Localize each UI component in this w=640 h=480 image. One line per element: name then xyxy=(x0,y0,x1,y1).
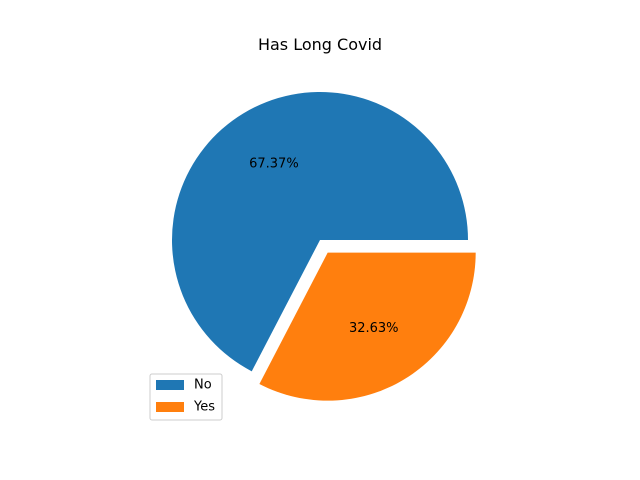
pct-label-no: 67.37% xyxy=(249,157,299,172)
pct-label-yes: 32.63% xyxy=(349,321,399,336)
pie-percent-labels: 67.37% 32.63% xyxy=(249,157,398,336)
chart-title: Has Long Covid xyxy=(258,35,382,54)
legend-swatch-yes xyxy=(156,402,184,412)
legend-label-yes: Yes xyxy=(193,400,215,415)
legend-label-no: No xyxy=(194,378,212,393)
pie-slice-yes xyxy=(259,252,476,401)
legend-items: No Yes xyxy=(156,378,215,415)
legend-swatch-no xyxy=(156,380,184,390)
pie-slices xyxy=(172,92,476,401)
pie-slice-no xyxy=(172,92,469,372)
legend: No Yes xyxy=(149,373,223,421)
